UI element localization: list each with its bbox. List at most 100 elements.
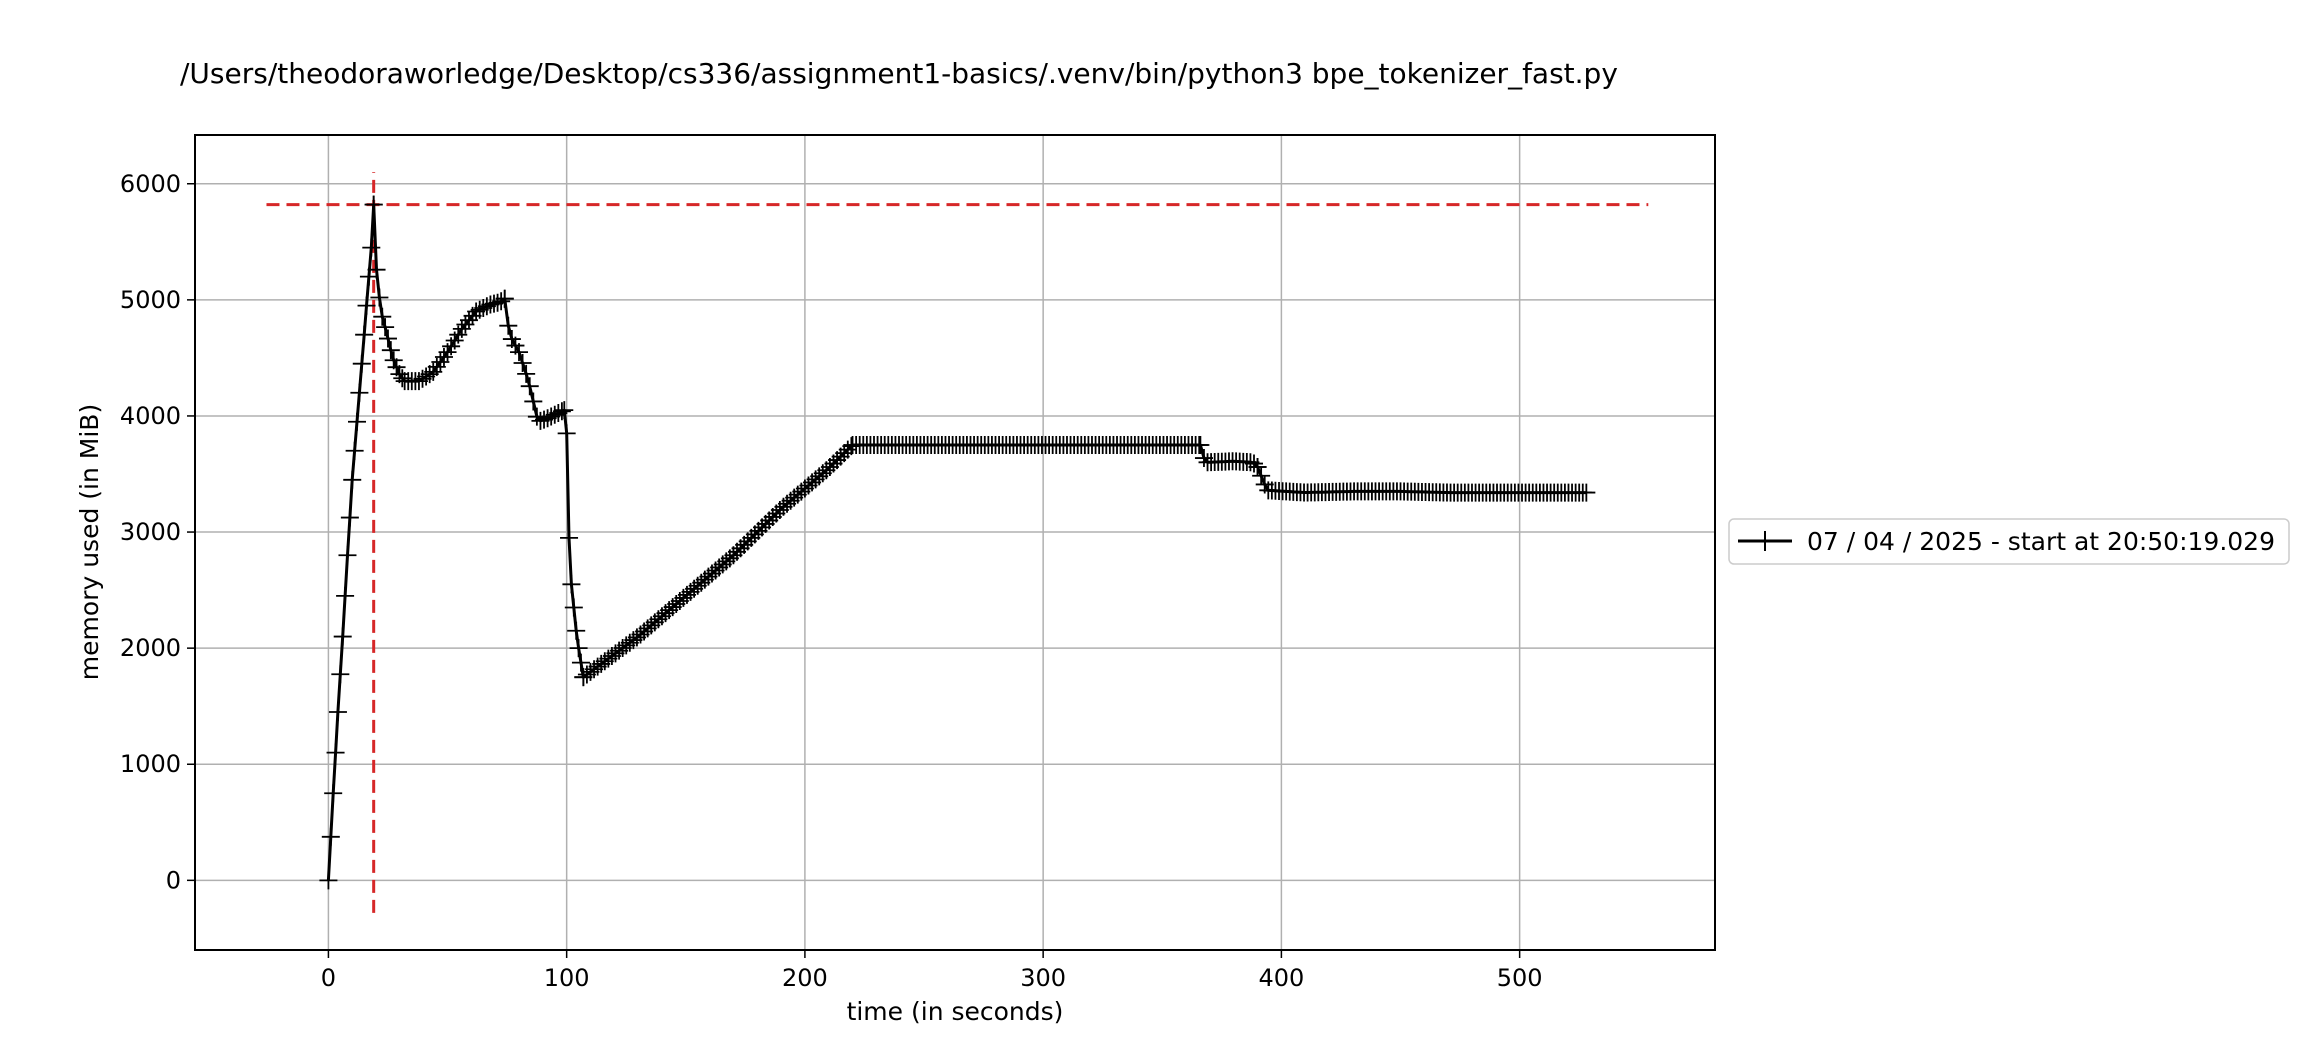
data-point-marker <box>338 546 357 565</box>
chart-title: /Users/theodoraworledge/Desktop/cs336/as… <box>180 57 1618 90</box>
data-point-marker <box>326 743 345 762</box>
data-point-marker <box>571 653 590 672</box>
data-point-marker <box>424 362 443 381</box>
data-point-marker <box>343 470 362 489</box>
data-point-marker <box>488 293 507 312</box>
series-line <box>326 203 1587 881</box>
data-point-marker <box>373 307 392 326</box>
data-point-marker <box>359 267 378 286</box>
data-point-marker <box>499 316 518 335</box>
data-point-marker <box>357 296 376 315</box>
legend-entry: 07 / 04 / 2025 - start at 20:50:19.029 <box>1807 527 2275 556</box>
data-point-marker <box>555 401 574 420</box>
data-point-marker <box>467 302 486 321</box>
legend: 07 / 04 / 2025 - start at 20:50:19.029 <box>1728 518 2290 565</box>
data-point-marker <box>738 532 757 551</box>
data-point-marker <box>452 319 471 338</box>
y-tick-label: 4000 <box>120 402 181 430</box>
data-point-marker <box>378 329 397 348</box>
data-point-marker <box>355 325 374 344</box>
data-point-marker <box>756 514 775 533</box>
data-point-marker <box>492 292 511 311</box>
memory-series-path <box>326 203 1587 881</box>
data-point-marker <box>1248 458 1267 477</box>
data-point-marker <box>387 358 406 377</box>
data-point-marker <box>1252 466 1271 485</box>
y-axis-label: memory used (in MiB) <box>75 404 104 680</box>
data-point-marker <box>745 525 764 544</box>
data-point-marker <box>474 298 493 317</box>
data-point-marker <box>552 402 571 421</box>
data-point-marker <box>724 546 743 565</box>
y-tick-label: 6000 <box>120 170 181 198</box>
data-point-marker <box>364 195 383 214</box>
data-point-marker <box>417 367 436 386</box>
data-point-marker <box>542 407 561 426</box>
data-point-marker <box>567 621 586 640</box>
grid-lines <box>195 135 1715 950</box>
plot-frame <box>194 134 1716 951</box>
data-point-marker <box>459 311 478 330</box>
data-point-marker <box>560 528 579 547</box>
data-point-marker <box>362 238 381 257</box>
data-point-marker <box>431 352 450 371</box>
data-point-marker <box>510 343 529 362</box>
y-tick-label: 1000 <box>120 750 181 778</box>
data-point-marker <box>348 412 367 431</box>
x-tick-label: 0 <box>321 964 336 992</box>
data-point-marker <box>333 627 352 646</box>
data-point-marker <box>531 411 550 430</box>
data-point-marker <box>381 341 400 360</box>
data-point-marker <box>328 703 347 722</box>
data-point-marker <box>557 424 576 443</box>
data-point-marker <box>456 315 475 334</box>
data-point-marker <box>413 369 432 388</box>
data-point-marker <box>384 351 403 370</box>
data-point-marker <box>319 871 338 890</box>
series-markers <box>319 195 1596 890</box>
y-tick-label: 5000 <box>120 286 181 314</box>
data-point-marker <box>517 364 536 383</box>
data-point-marker <box>524 392 543 411</box>
data-point-marker <box>409 372 428 391</box>
data-point-marker <box>427 357 446 376</box>
data-point-marker <box>370 288 389 307</box>
data-point-marker <box>345 441 364 460</box>
data-point-marker <box>367 260 386 279</box>
data-point-marker <box>1194 449 1213 468</box>
data-point-marker <box>742 528 761 547</box>
data-point-marker <box>760 511 779 530</box>
data-point-marker <box>728 542 747 561</box>
data-point-marker <box>331 665 350 684</box>
data-point-marker <box>749 521 768 540</box>
x-axis-label: time (in seconds) <box>847 997 1064 1026</box>
data-point-marker <box>520 377 539 396</box>
data-point-marker <box>763 507 782 526</box>
data-point-marker <box>831 447 850 466</box>
data-point-marker <box>420 365 439 384</box>
data-point-marker <box>434 348 453 367</box>
data-point-marker <box>820 458 839 477</box>
x-tick-label: 200 <box>782 964 828 992</box>
x-axis-ticks: 0 100 200 300 400 500 <box>321 950 1543 992</box>
data-point-marker <box>1577 483 1596 502</box>
data-point-marker <box>376 318 395 337</box>
data-point-marker <box>1245 454 1263 473</box>
data-point-marker <box>321 827 340 846</box>
data-point-marker <box>1241 453 1260 472</box>
x-tick-label: 300 <box>1020 964 1066 992</box>
data-point-marker <box>545 405 564 424</box>
data-point-marker <box>564 598 583 617</box>
data-point-marker <box>470 300 489 319</box>
data-point-marker <box>538 409 557 428</box>
x-tick-label: 400 <box>1258 964 1304 992</box>
y-axis-ticks: 0 1000 2000 3000 4000 5000 6000 <box>120 170 195 894</box>
legend-box <box>1728 518 2290 565</box>
peak-reference-lines <box>266 172 1649 913</box>
x-tick-label: 100 <box>544 964 590 992</box>
data-point-marker <box>352 354 371 373</box>
data-point-marker <box>569 639 588 658</box>
data-point-marker <box>336 586 355 605</box>
data-point-marker <box>477 297 496 316</box>
